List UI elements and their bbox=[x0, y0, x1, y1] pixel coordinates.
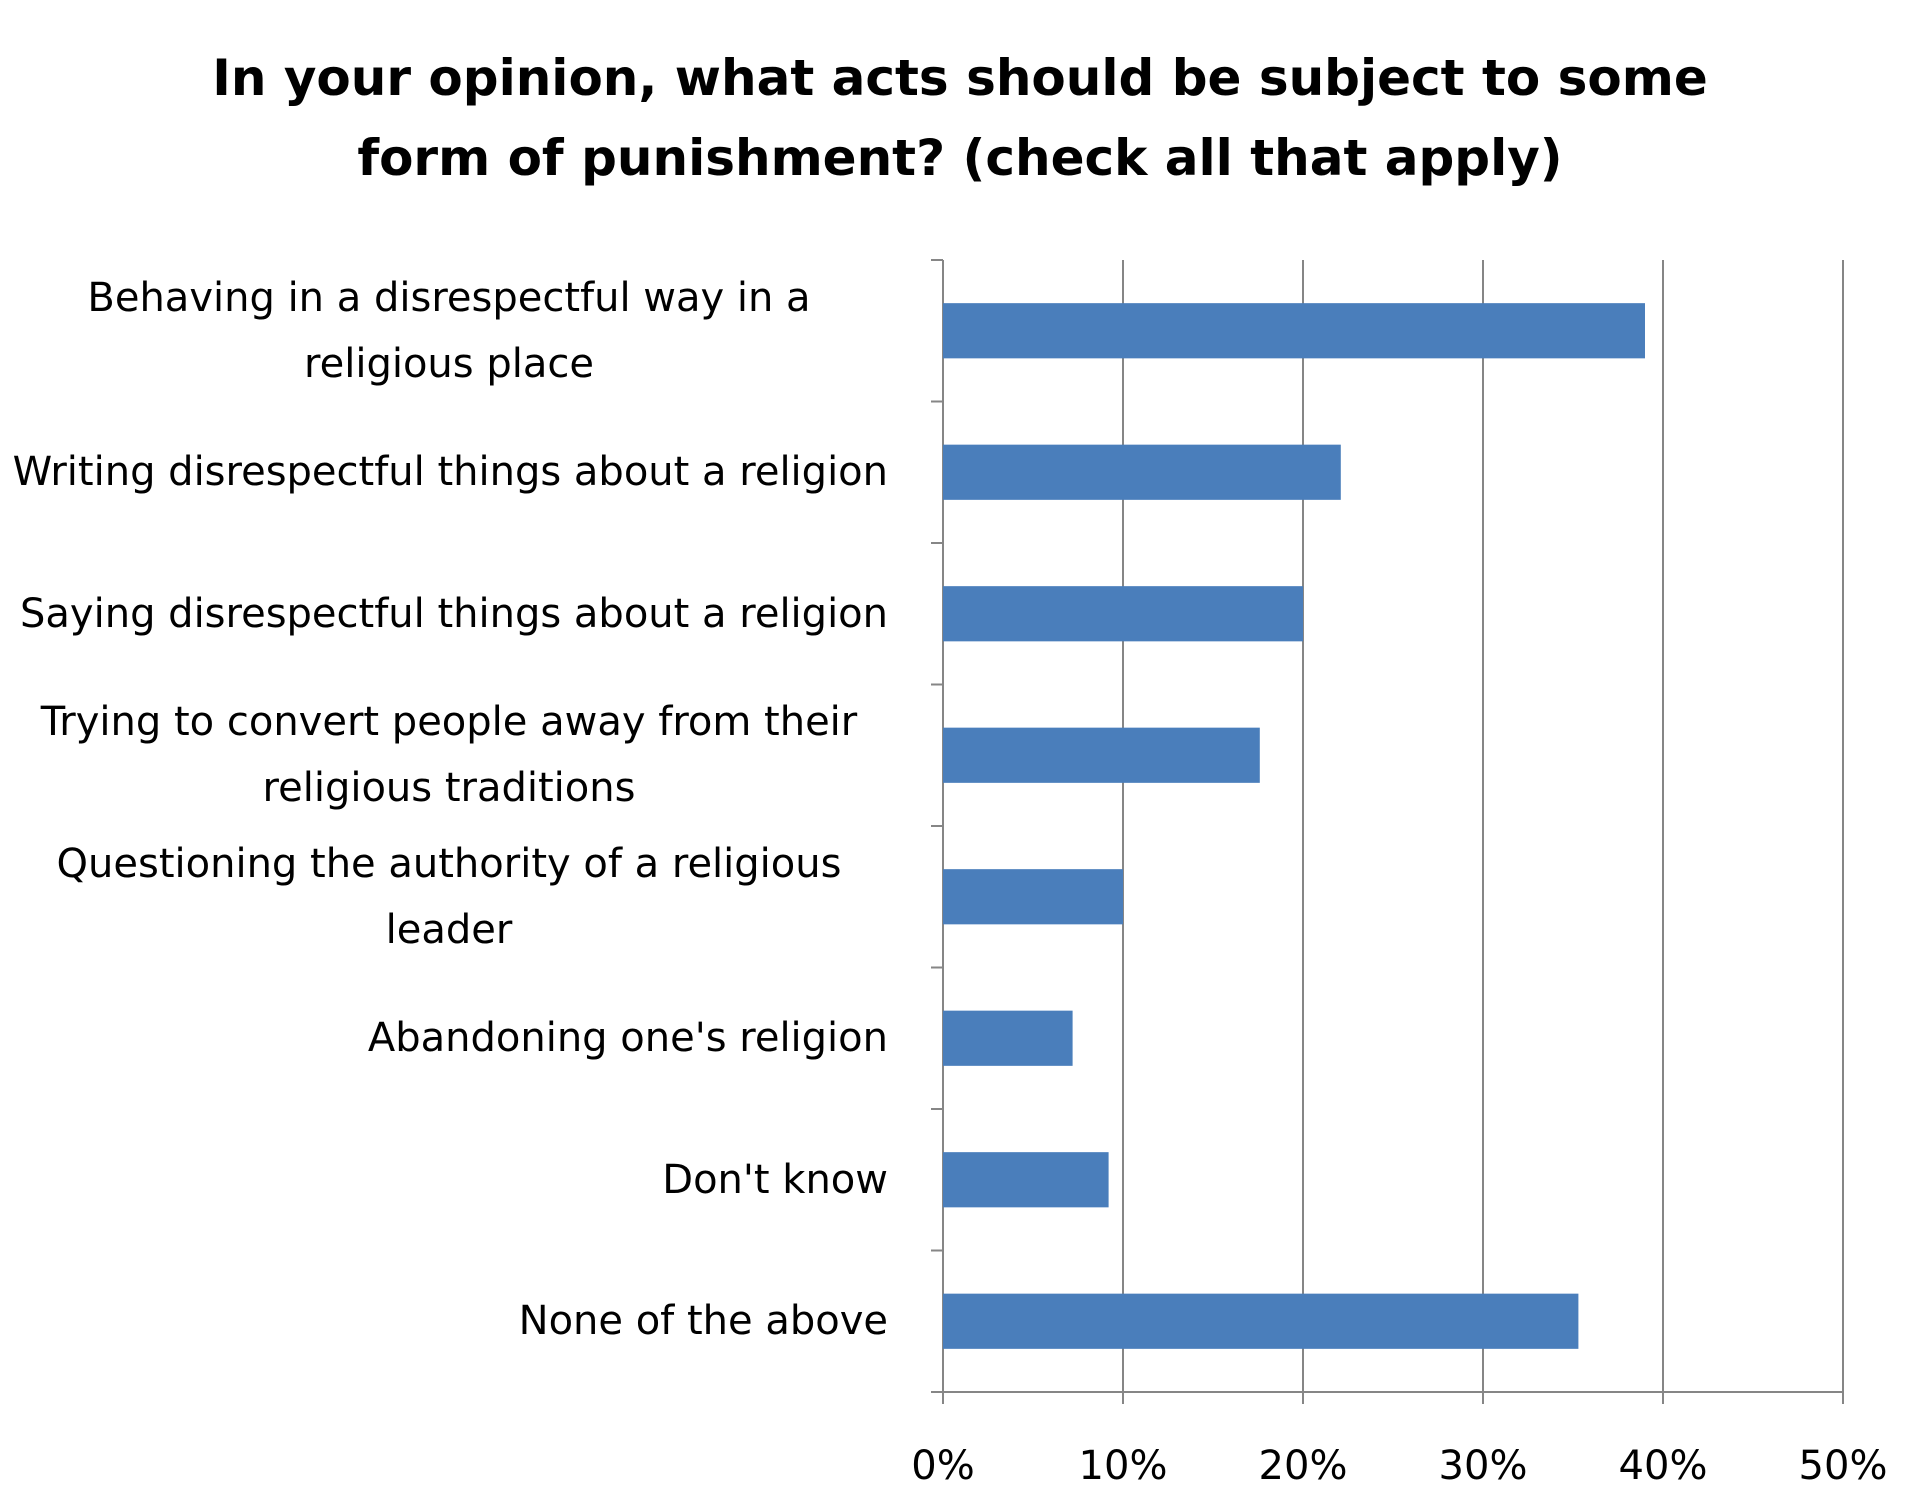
bar bbox=[943, 1152, 1109, 1208]
y-tick-label-box: None of the above bbox=[10, 1251, 888, 1393]
y-tick-label-box: Don't know bbox=[10, 1109, 888, 1251]
y-tick-label: Questioning the authority of a religious… bbox=[56, 840, 842, 953]
bar bbox=[943, 444, 1341, 500]
bar bbox=[943, 1293, 1579, 1349]
x-tick-label: 10% bbox=[1079, 1443, 1168, 1489]
y-tick-label-box: Trying to convert people away from their… bbox=[10, 685, 888, 827]
y-tick-label: None of the above bbox=[518, 1298, 888, 1345]
y-tick-label-box: Questioning the authority of a religious… bbox=[10, 826, 888, 968]
chart-title: In your opinion, what acts should be sub… bbox=[212, 49, 1708, 187]
y-tick-label: Saying disrespectful things about a reli… bbox=[20, 590, 888, 637]
y-tick-label: Abandoning one's religion bbox=[367, 1015, 888, 1062]
y-tick-label-box: Saying disrespectful things about a reli… bbox=[10, 543, 888, 685]
y-tick-label: Behaving in a disrespectful way in a rel… bbox=[87, 274, 811, 387]
y-tick-label-box: Behaving in a disrespectful way in a rel… bbox=[10, 260, 888, 402]
y-tick-label-box: Abandoning one's religion bbox=[10, 968, 888, 1110]
x-tick-label: 20% bbox=[1259, 1443, 1348, 1489]
y-tick-label: Trying to convert people away from their… bbox=[40, 699, 858, 812]
bar bbox=[943, 727, 1260, 783]
y-tick-label: Don't know bbox=[662, 1156, 888, 1203]
bar bbox=[943, 303, 1645, 359]
y-tick-label-box: Writing disrespectful things about a rel… bbox=[10, 402, 888, 544]
y-tick-label: Writing disrespectful things about a rel… bbox=[12, 449, 888, 496]
bar bbox=[943, 869, 1123, 925]
x-tick-label: 0% bbox=[911, 1443, 974, 1489]
x-tick-label: 50% bbox=[1799, 1443, 1888, 1489]
bar bbox=[943, 1010, 1073, 1066]
x-tick-label: 30% bbox=[1439, 1443, 1528, 1489]
bar bbox=[943, 586, 1303, 642]
x-tick-label: 40% bbox=[1619, 1443, 1708, 1489]
